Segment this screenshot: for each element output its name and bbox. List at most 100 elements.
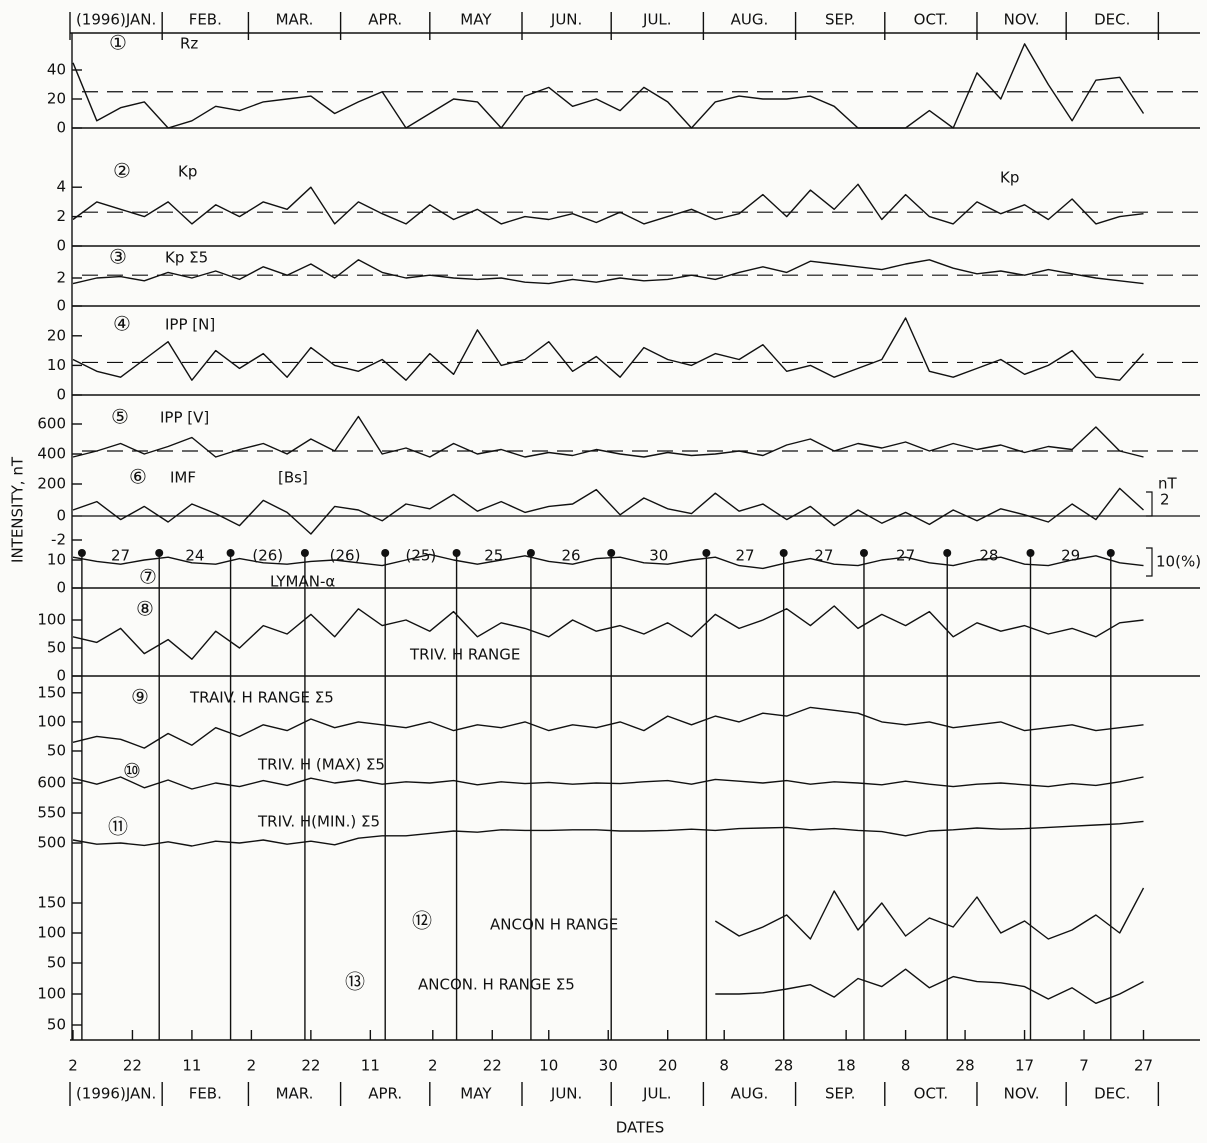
x-tick-label: 2	[428, 1057, 438, 1075]
scale-size: 2	[1160, 491, 1170, 509]
scale-bracket	[1146, 547, 1153, 577]
panel-title: TRIV. H(MIN.) Σ5	[257, 813, 380, 831]
y-tick-label: 600	[37, 415, 66, 433]
y-tick-label: 0	[56, 667, 66, 685]
month-label-top: FEB.	[189, 11, 222, 29]
panel-number: ⑤	[111, 405, 129, 429]
x-tick-label: 18	[837, 1057, 856, 1075]
month-label-bottom: AUG.	[731, 1085, 769, 1103]
panel-number: ①	[109, 31, 127, 55]
y-tick-label: 100	[37, 611, 66, 629]
y-tick-label: 0	[56, 507, 66, 525]
panel-number: ⑧	[136, 597, 154, 621]
rotation-dot	[526, 549, 535, 557]
month-label-top: JUL.	[642, 11, 672, 29]
rotation-label: 27	[735, 547, 754, 565]
y-tick-label: 50	[47, 639, 66, 657]
month-label-bottom: DEC.	[1094, 1085, 1130, 1103]
y-tick-label: 0	[56, 237, 66, 255]
y-tick-label: 0	[56, 386, 66, 404]
rotation-dot	[607, 549, 616, 557]
x-tick-label: 11	[182, 1057, 201, 1075]
y-tick-label: 10	[47, 551, 66, 569]
month-label-top: DEC.	[1094, 11, 1130, 29]
y-tick-label: 0	[56, 579, 66, 597]
trace	[72, 259, 1144, 285]
trace	[72, 43, 1145, 129]
rotation-label: (26)	[252, 547, 283, 565]
panel-number: ⑫	[412, 909, 432, 933]
x-tick-label: 30	[599, 1057, 618, 1075]
panel-title-copy: Kp	[1000, 169, 1019, 187]
panel-number: ②	[113, 159, 131, 183]
y-tick-label: 50	[47, 741, 66, 759]
panel-title: Kp	[178, 163, 197, 181]
panel-number: ③	[109, 245, 127, 269]
panel-title: TRAIV. H RANGE Σ5	[189, 689, 334, 707]
y-tick-label: 2	[56, 207, 66, 225]
x-tick-label: 8	[901, 1057, 911, 1075]
month-label-bottom: SEP.	[825, 1085, 855, 1103]
x-tick-label: 2	[247, 1057, 257, 1075]
x-tick-label: 2	[68, 1057, 78, 1075]
trace	[72, 415, 1144, 458]
month-label-top: JUN.	[550, 11, 582, 29]
y-tick-label: 550	[37, 804, 66, 822]
x-axis-label: DATES	[616, 1119, 665, 1137]
rotation-label: 26	[562, 547, 581, 565]
x-tick-label: 20	[658, 1057, 677, 1075]
rotation-dot	[300, 549, 309, 557]
x-tick-label: 22	[483, 1057, 502, 1075]
scale-bracket	[1146, 491, 1153, 517]
x-tick-label: 10	[539, 1057, 558, 1075]
y-tick-label: 150	[37, 894, 66, 912]
y-tick-label: 0	[56, 119, 66, 137]
y-tick-label: 0	[56, 297, 66, 315]
panel-title: IMF	[170, 469, 196, 487]
y-tick-label: 20	[47, 326, 66, 344]
trace	[714, 887, 1145, 940]
trace	[72, 605, 1144, 660]
x-tick-label: 27	[1134, 1057, 1153, 1075]
y-tick-label: 4	[56, 178, 66, 196]
month-label-bottom: FEB.	[189, 1085, 222, 1103]
y-tick-label: 40	[47, 61, 66, 79]
rotation-dot	[1026, 549, 1035, 557]
panel-number: ⑩	[123, 759, 141, 783]
rotation-label: 27	[896, 547, 915, 565]
y-tick-label: 20	[47, 90, 66, 108]
rotation-label: 30	[649, 547, 668, 565]
panel-number: ⑥	[129, 465, 147, 489]
rotation-dot	[155, 549, 164, 557]
rotation-label: 27	[111, 547, 130, 565]
trace	[72, 183, 1144, 225]
scale-unit: nT	[1158, 475, 1178, 493]
rotation-dot	[1106, 549, 1115, 557]
x-tick-label: 28	[956, 1057, 975, 1075]
trace	[72, 553, 1144, 570]
month-label-bottom: (1996)JAN.	[76, 1085, 156, 1103]
month-label-top: MAY	[460, 11, 492, 29]
panel-number: ⑨	[131, 685, 149, 709]
rotation-label: 24	[185, 547, 204, 565]
y-tick-label: 600	[37, 774, 66, 792]
y-tick-label: 150	[37, 683, 66, 701]
panel-subtitle: [Bs]	[278, 469, 308, 487]
panel-title: ANCON. H RANGE Σ5	[418, 976, 575, 994]
y-tick-label: 50	[47, 954, 66, 972]
trace	[72, 776, 1144, 790]
panel-title: Rz	[180, 35, 198, 53]
panel-title: IPP [V]	[160, 409, 209, 427]
rotation-dot	[859, 549, 868, 557]
month-label-top: AUG.	[731, 11, 769, 29]
trace	[72, 487, 1144, 535]
rotation-label: 28	[979, 547, 998, 565]
x-tick-label: 28	[774, 1057, 793, 1075]
month-label-top: SEP.	[825, 11, 855, 29]
rotation-dot	[381, 549, 390, 557]
rotation-dot	[452, 549, 461, 557]
trace	[715, 968, 1144, 1004]
